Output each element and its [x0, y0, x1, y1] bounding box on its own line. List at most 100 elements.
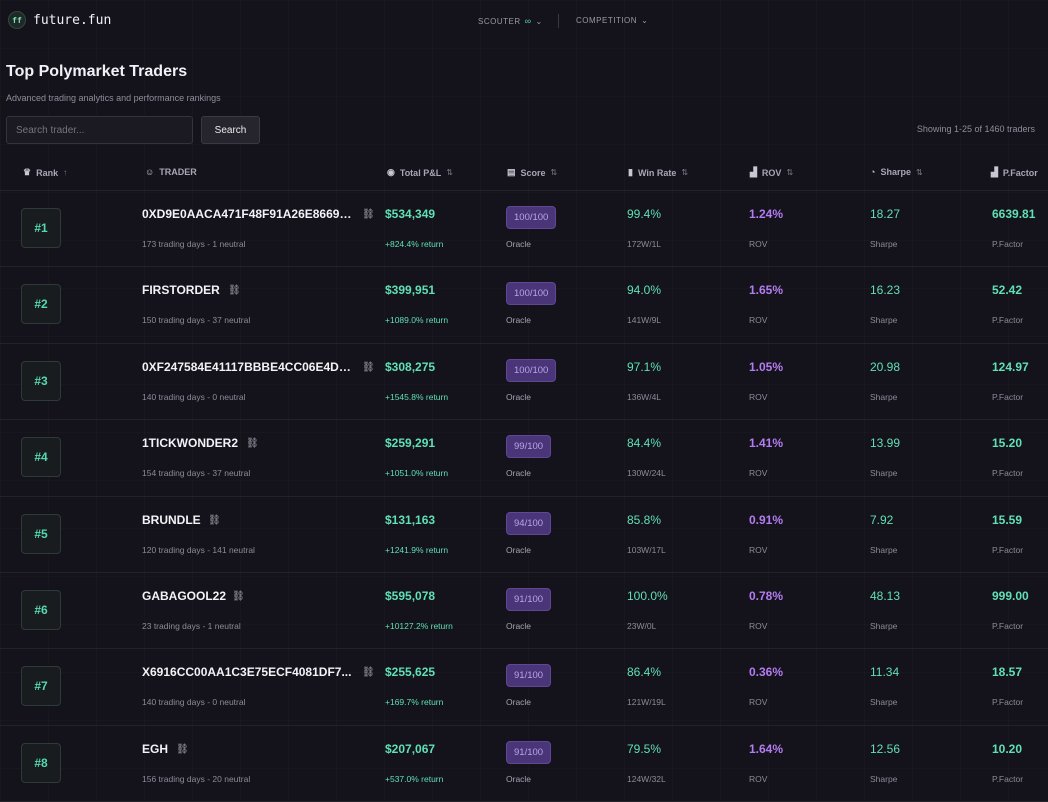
bar-chart-icon: ▟ [991, 167, 998, 177]
rov-label: ROV [749, 620, 768, 631]
nav-scouter[interactable]: SCOUTER ∞ ⌄ [478, 16, 543, 26]
page-subtitle: Advanced trading analytics and performan… [6, 93, 221, 103]
column-header-winrate[interactable]: ▮ Win Rate ⇅ [628, 167, 688, 178]
column-header-pfactor-label: P.Factor [1002, 167, 1038, 178]
rank-badge: #6 [21, 589, 61, 630]
rank-badge: #5 [21, 513, 61, 554]
column-header-rank[interactable]: ♛ Rank ↑ [23, 167, 67, 178]
sharpe-label: Sharpe [870, 391, 898, 402]
win-rate: 99.4% [627, 207, 662, 221]
win-loss: 124W/32L [627, 773, 666, 784]
total-pnl: $534,349 [385, 207, 436, 221]
trader-name[interactable]: X6916CC00AA1C3E75ECF4081DF7... [142, 665, 352, 680]
chevron-down-icon: ⌄ [535, 16, 543, 26]
win-rate: 84.4% [627, 436, 662, 451]
column-header-rov-label: ROV [761, 167, 782, 178]
link-icon[interactable]: ⛓ [176, 743, 189, 755]
column-header-score[interactable]: ▤ Score ⇅ [507, 167, 557, 178]
trader-name[interactable]: 0XD9E0AACA471F48F91A26E8669A... [142, 207, 354, 221]
search-input[interactable] [6, 116, 193, 144]
trader-days: 150 trading days - 37 neutral [142, 315, 251, 326]
trader-name[interactable]: GABAGOOL22 [142, 588, 227, 603]
link-icon[interactable]: ⛓ [228, 285, 241, 297]
link-icon[interactable]: ⛓ [208, 514, 221, 526]
rank-badge: #1 [21, 208, 61, 248]
column-header-score-label: Score [520, 167, 546, 178]
score-tier: Oracle [506, 239, 532, 249]
coin-icon: ◉ [387, 167, 395, 177]
win-rate: 94.0% [627, 283, 662, 298]
search-button[interactable]: Search [201, 116, 260, 144]
trader-days: 120 trading days - 141 neutral [142, 544, 255, 555]
column-header-pnl[interactable]: ◉ Total P&L ⇅ [387, 167, 453, 178]
link-icon[interactable]: ⛓ [362, 209, 375, 220]
table-row[interactable]: #2 FIRSTORDER ⛓ 150 trading days - 37 ne… [0, 267, 1048, 344]
win-loss: 23W/0L [627, 620, 657, 631]
trader-name[interactable]: EGH [142, 741, 169, 756]
win-rate: 100.0% [627, 588, 668, 603]
table-row[interactable]: #8 EGH ⛓ 156 trading days - 20 neutral $… [0, 726, 1048, 802]
return-pct: +1241.9% return [385, 544, 449, 555]
column-header-sharpe[interactable]: ◔ Sharpe ⇅ [870, 167, 923, 177]
rov-label: ROV [749, 544, 768, 555]
score-badge: 100/100 [506, 358, 557, 382]
rov-value: 0.78% [749, 588, 784, 603]
link-icon[interactable]: ⛓ [232, 590, 245, 602]
pie-chart-icon: ◔ [870, 167, 876, 177]
rank-badge: #8 [21, 742, 61, 783]
score-tier: Oracle [506, 544, 532, 555]
table-row[interactable]: #7 X6916CC00AA1C3E75ECF4081DF7... ⛓ 140 … [0, 649, 1048, 726]
column-header-rov[interactable]: ▟ ROV ⇅ [750, 167, 793, 178]
total-pnl: $207,067 [385, 741, 436, 756]
column-header-rank-label: Rank [36, 167, 59, 178]
trader-name[interactable]: FIRSTORDER [142, 283, 220, 298]
rov-value: 0.91% [749, 512, 784, 527]
trophy-icon: ▮ [628, 167, 633, 177]
trader-days: 156 trading days - 20 neutral [142, 773, 251, 784]
rov-value: 1.41% [749, 436, 784, 451]
link-icon[interactable]: ⛓ [362, 667, 375, 679]
rov-value: 0.36% [749, 665, 784, 680]
nav-divider [558, 14, 559, 28]
trader-name[interactable]: BRUNDLE [142, 512, 201, 527]
trader-name[interactable]: 0XF247584E41117BBBE4CC06E4D2... [142, 359, 354, 374]
table-row[interactable]: #5 BRUNDLE ⛓ 120 trading days - 141 neut… [0, 497, 1048, 573]
score-badge: 91/100 [506, 740, 552, 764]
total-pnl: $308,275 [385, 359, 436, 374]
rov-value: 1.65% [749, 283, 784, 298]
table-row[interactable]: #6 GABAGOOL22 ⛓ 23 trading days - 1 neut… [0, 573, 1048, 650]
logo[interactable]: ff future.fun [8, 11, 111, 29]
score-badge: 91/100 [506, 664, 552, 688]
pfactor-label: P.Factor [992, 544, 1024, 555]
sharpe-label: Sharpe [870, 468, 898, 479]
total-pnl: $131,163 [385, 512, 436, 527]
rov-label: ROV [749, 697, 768, 708]
table-row[interactable]: #4 1TICKWONDER2 ⛓ 154 trading days - 37 … [0, 420, 1048, 497]
rank-badge: #4 [21, 437, 61, 478]
trader-days: 140 trading days - 0 neutral [142, 697, 246, 708]
top-bar: ff future.fun SCOUTER ∞ ⌄ COMPETITION ⌄ [0, 0, 1048, 42]
rank-badge: #2 [21, 284, 61, 325]
score-tier: Oracle [506, 620, 532, 631]
link-icon[interactable]: ⛓ [246, 438, 259, 450]
nav-competition[interactable]: COMPETITION ⌄ [576, 16, 648, 25]
table-row[interactable]: #1 0XD9E0AACA471F48F91A26E8669A... ⛓ 173… [0, 191, 1048, 268]
win-rate: 97.1% [627, 359, 662, 374]
link-icon[interactable]: ⛓ [362, 361, 375, 373]
column-header-winrate-label: Win Rate [637, 167, 677, 178]
return-pct: +10127.2% return [385, 620, 453, 631]
table-row[interactable]: #3 0XF247584E41117BBBE4CC06E4D2... ⛓ 140… [0, 344, 1048, 421]
sort-icon: ⇅ [550, 168, 558, 177]
rov-value: 1.05% [749, 359, 784, 374]
win-rate: 79.5% [627, 741, 662, 756]
sharpe-value: 16.23 [870, 283, 901, 298]
return-pct: +1089.0% return [385, 315, 449, 326]
sharpe-value: 18.27 [870, 207, 901, 221]
score-tier: Oracle [506, 391, 532, 402]
score-badge: 100/100 [506, 206, 557, 229]
trader-name[interactable]: 1TICKWONDER2 [142, 436, 239, 451]
total-pnl: $255,625 [385, 665, 436, 680]
trader-days: 154 trading days - 37 neutral [142, 468, 251, 479]
column-header-pfactor[interactable]: ▟ P.Factor [991, 167, 1038, 178]
sharpe-label: Sharpe [870, 239, 898, 249]
